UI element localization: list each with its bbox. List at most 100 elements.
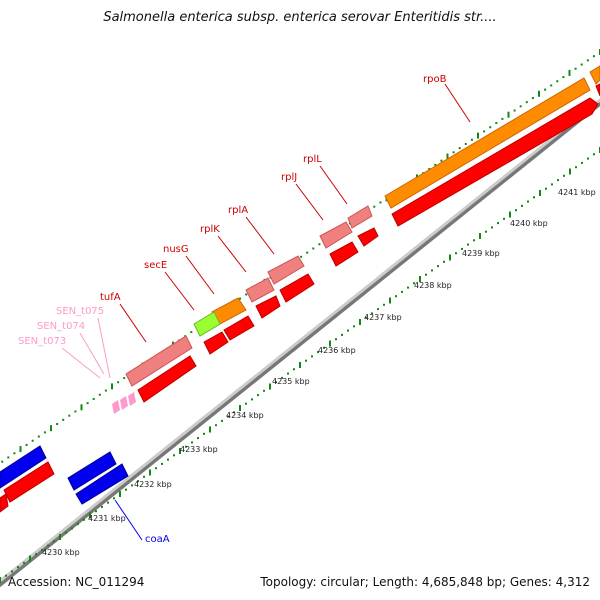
minor-tick [483, 130, 486, 133]
major-tick [50, 425, 52, 432]
minor-tick [7, 456, 10, 459]
minor-tick [11, 570, 13, 573]
gene-rplK[interactable] [245, 277, 275, 303]
minor-tick [233, 411, 235, 414]
gene-secE[interactable] [193, 311, 221, 337]
minor-tick [562, 76, 565, 79]
minor-tick [221, 419, 223, 422]
gene-coaA-1[interactable] [67, 451, 117, 491]
gene-rpoB-forward[interactable] [391, 97, 599, 227]
gene-rpoC-forward[interactable] [595, 83, 600, 97]
gene-red-5[interactable] [223, 315, 255, 341]
major-tick [507, 111, 510, 118]
minor-tick [574, 67, 577, 70]
minor-tick [365, 316, 367, 319]
gene-label-SEN_t075[interactable]: SEN_t075 [56, 306, 104, 317]
trna-SEN_t075[interactable] [128, 392, 136, 406]
minor-tick [117, 381, 120, 384]
leader-line [295, 183, 324, 221]
kbp-label: 4240 kbp [510, 219, 548, 228]
major-tick [389, 297, 391, 304]
major-tick [329, 340, 331, 347]
minor-tick [452, 151, 455, 154]
minor-tick [377, 308, 379, 311]
trna-SEN_t074[interactable] [120, 396, 128, 410]
minor-tick [581, 161, 583, 164]
gene-rpoC-reverse[interactable] [589, 65, 600, 85]
minor-tick [125, 488, 127, 491]
leader-line [245, 216, 275, 255]
minor-tick [68, 414, 71, 417]
minor-tick [544, 88, 547, 91]
minor-tick [455, 252, 457, 255]
minor-tick [515, 209, 517, 212]
minor-tick [203, 432, 205, 435]
gene-red-left-2[interactable] [0, 493, 9, 513]
minor-tick [104, 389, 107, 392]
minor-tick [575, 166, 577, 169]
gene-red-6[interactable] [203, 331, 229, 355]
gene-rpoB-reverse[interactable] [384, 77, 591, 209]
gene-label-coaA[interactable]: coaA [145, 534, 170, 545]
minor-tick [227, 415, 229, 418]
major-tick [269, 383, 271, 390]
gene-label-rplK[interactable]: rplK [200, 224, 220, 235]
major-tick [568, 69, 571, 76]
gene-label-rplJ[interactable]: rplJ [281, 172, 297, 183]
gene-rplJ[interactable] [319, 221, 353, 249]
minor-tick [74, 410, 77, 413]
minor-tick [173, 454, 175, 457]
minor-tick [467, 243, 469, 246]
kbp-label: 4231 kbp [88, 514, 126, 523]
gene-blue-left-1[interactable] [0, 445, 47, 489]
gene-tufA[interactable] [125, 335, 193, 387]
minor-tick [563, 174, 565, 177]
gene-rplA[interactable] [267, 255, 305, 285]
gene-red-left-1[interactable] [3, 461, 55, 503]
minor-tick [586, 59, 589, 62]
minor-tick [464, 142, 467, 145]
minor-tick [501, 117, 504, 120]
minor-tick [311, 355, 313, 358]
gene-label-secE[interactable]: secE [144, 260, 167, 271]
gene-red-4[interactable] [255, 295, 281, 319]
gene-label-SEN_t073[interactable]: SEN_t073 [18, 336, 66, 347]
gene-red-2[interactable] [329, 241, 359, 267]
minor-tick [245, 293, 248, 296]
kbp-label: 4241 kbp [558, 188, 596, 197]
major-tick [477, 132, 479, 139]
gene-rplL[interactable] [347, 205, 373, 229]
minor-tick [47, 544, 49, 547]
leader-line [61, 347, 101, 379]
minor-tick [300, 255, 303, 258]
gene-red-1[interactable] [357, 227, 379, 247]
minor-tick [533, 196, 535, 199]
minor-tick [131, 484, 133, 487]
kbp-label: 4235 kbp [272, 377, 310, 386]
trna-SEN_t073[interactable] [112, 400, 120, 414]
gene-red-3[interactable] [279, 273, 315, 303]
minor-tick [43, 431, 46, 434]
kbp-label: 4239 kbp [462, 249, 500, 258]
gene-label-nusG[interactable]: nusG [163, 244, 189, 255]
kbp-label: 4236 kbp [318, 346, 356, 355]
minor-tick [557, 179, 559, 182]
minor-tick [580, 63, 583, 66]
gene-label-rpoB[interactable]: rpoB [423, 74, 447, 85]
major-tick [449, 254, 451, 261]
leader-line [114, 499, 143, 541]
kbp-label: 4234 kbp [226, 411, 264, 420]
minor-tick [341, 333, 343, 336]
minor-tick [155, 467, 157, 470]
minor-tick [92, 397, 95, 400]
minor-tick [281, 376, 283, 379]
minor-tick [545, 187, 547, 190]
minor-tick [503, 217, 505, 220]
gene-label-rplA[interactable]: rplA [228, 205, 248, 216]
gene-label-rplL[interactable]: rplL [303, 154, 322, 165]
gene-label-SEN_t074[interactable]: SEN_t074 [37, 321, 85, 332]
gene-label-tufA[interactable]: tufA [100, 292, 121, 303]
gene-coaA-2[interactable] [75, 463, 129, 505]
gene-red-7[interactable] [137, 355, 197, 403]
